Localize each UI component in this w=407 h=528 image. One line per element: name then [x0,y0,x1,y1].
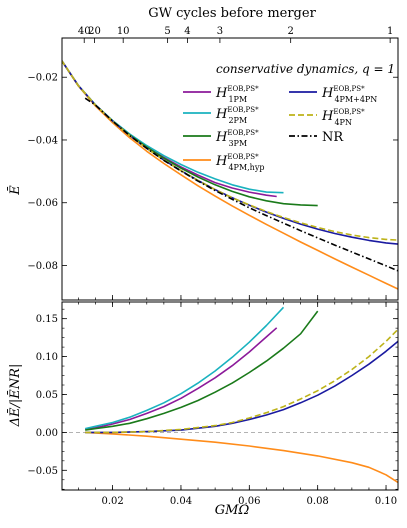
bottom-y-tick-label: 0.00 [36,428,58,439]
top-y-tick-label: −0.08 [27,261,58,272]
bottom-panel: 0.02 0.04 0.06 0.08 0.10 −0.05 0.00 0.05 0.10 0.1… [27,301,399,507]
legend-label-H2PM: HEOB,PS* 2PM [215,106,259,125]
legend-label-H1PM: HEOB,PS* 1PM [215,85,259,104]
bottom-series-H2PM [85,306,285,430]
bottom-series-H4PM4PN [85,340,398,434]
top-series-H4PN [62,59,398,241]
legend-label-H4PMhyp: HEOB,PS* 4PM,hyp [215,153,264,172]
top-series-NR [84,97,398,272]
bottom-x-tick-label: 0.08 [307,496,329,507]
top-y-tick-label: −0.06 [27,198,58,209]
title: GW cycles before merger [148,6,316,21]
bottom-x-tick-label: 0.06 [238,496,260,507]
bottom-x-tick-label: 0.02 [101,496,123,507]
legend-label-H3PM: HEOB,PS* 3PM [215,129,259,148]
legend-label-H4PN: HEOB,PS* 4PN [321,108,365,127]
bottom-y-tick-label: 0.10 [36,352,58,363]
top-series-H4PMhyp [62,59,398,290]
top-axis-tick-label: 2 [287,26,293,37]
bottom-series-H3PM [85,310,319,431]
top-series-H3PM [62,59,318,207]
top-axis-tick-label: 40 [78,26,91,37]
bottom-y-tick-label: −0.05 [27,466,58,477]
bottom-series-H4PN [85,328,398,434]
bottom-x-tick-label: 0.04 [170,496,192,507]
top-axis-tick-label: 4 [184,26,190,37]
top-frame [61,37,399,301]
top-axis-tick-label: 5 [164,26,170,37]
top-axis-tick-label: 10 [117,26,130,37]
top-axis-tick-label: 20 [88,26,101,37]
top-y-tick-label: −0.04 [27,135,58,146]
bottom-series-H4PMhyp [85,431,398,484]
bottom-series-H1PM [85,327,278,431]
y-axis-label-bottom: ΔĒ/|ĒNR| [7,364,23,428]
bottom-y-tick-label: 0.05 [36,390,58,401]
legend: HEOB,PS* 1PM HEOB,PS* 2PM HEOB,PS* 3PM HEOB,PS… [183,85,377,172]
bottom-x-tick-label: 0.10 [375,496,397,507]
legend-header: conservative dynamics, q = 1 [216,62,395,76]
x-axis-label: GMΩ [215,503,250,518]
bottom-frame [61,301,399,491]
legend-label-NR: NR [322,130,344,145]
top-axis-tick-label: 1 [387,26,393,37]
legend-label-H4PM4PN: HEOB,PS* 4PM+4PN [321,85,377,104]
y-axis-label-top: Ē [7,185,23,196]
bottom-y-tick-label: 0.15 [36,314,58,325]
top-axis-tick-label: 3 [217,26,223,37]
top-series-H2PM [62,59,284,194]
top-y-tick-label: −0.02 [27,73,58,84]
